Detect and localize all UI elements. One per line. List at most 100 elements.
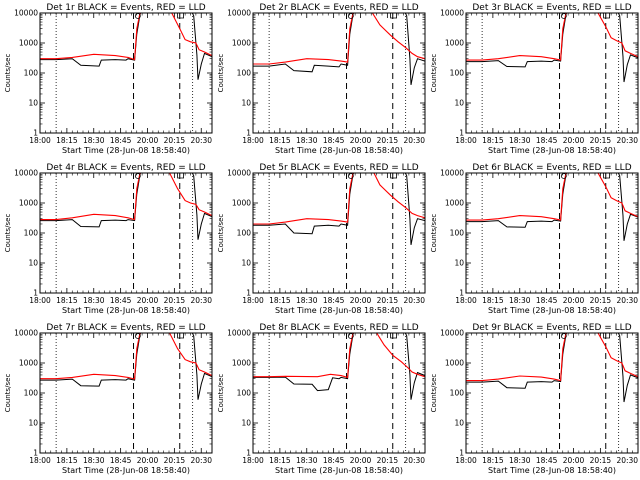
y-tick-label: 10 [454,259,464,268]
x-tick-label: 18:15 [269,456,291,465]
x-axis-label: Start Time (28-Jun-08 18:58:40) [275,466,403,475]
panel-det-9: Det 9r BLACK = Events, RED = LLD Counts/s… [430,323,639,475]
x-tick-label: 18:15 [482,136,504,145]
x-axis-label: Start Time (28-Jun-08 18:58:40) [62,306,190,315]
panel-frame [39,12,213,134]
panel-frame [39,332,213,454]
x-tick-label: 18:00 [29,456,51,465]
x-axis-label: Start Time (28-Jun-08 18:58:40) [62,146,190,155]
panel-det-8: Det 8r BLACK = Events, RED = LLD Counts/s… [217,323,426,475]
y-axis-label: Counts/sec [430,214,438,253]
y-tick-label: 1000 [19,39,38,48]
x-tick-label: 18:00 [455,456,477,465]
x-axis-label: Start Time (28-Jun-08 18:58:40) [488,306,616,315]
x-tick-label: 18:15 [482,296,504,305]
x-tick-label: 20:30 [616,296,638,305]
x-tick-label: 18:45 [110,296,132,305]
x-tick-label: 18:00 [29,136,51,145]
y-tick-label: 1 [33,449,38,458]
lld-line [253,333,425,379]
events-line [253,13,425,85]
y-axis-label: Counts/sec [217,54,225,93]
panel-frame [465,332,639,454]
x-tick-label: 20:00 [350,136,372,145]
y-axis-label: Counts/sec [4,214,12,253]
y-tick-label: 10000 [440,329,464,338]
x-tick-label: 18:45 [536,296,558,305]
y-axis-label: Counts/sec [430,374,438,413]
y-tick-label: 10000 [440,169,464,178]
y-tick-label: 1000 [19,359,38,368]
events-line [40,333,212,400]
x-tick-label: 20:15 [164,456,186,465]
panel-det-3: Det 3r BLACK = Events, RED = LLD Counts/s… [430,3,639,155]
y-tick-label: 100 [237,389,252,398]
x-tick-label: 18:00 [29,296,51,305]
x-tick-label: 20:00 [137,136,159,145]
x-tick-label: 20:15 [590,136,612,145]
y-tick-label: 1000 [445,359,464,368]
plot-area [466,13,638,83]
y-tick-label: 1000 [445,39,464,48]
y-tick-label: 10 [28,419,38,428]
events-line [253,173,425,245]
y-tick-label: 1 [246,289,251,298]
x-tick-label: 18:15 [269,136,291,145]
x-tick-label: 20:15 [590,296,612,305]
x-tick-label: 18:30 [83,296,105,305]
lld-line [40,173,212,221]
bracket-marker [603,13,610,19]
x-tick-label: 18:30 [509,296,531,305]
y-tick-label: 1000 [19,199,38,208]
y-axis-label: Counts/sec [217,374,225,413]
panel-det-5: Det 5r BLACK = Events, RED = LLD Counts/s… [217,163,426,315]
y-tick-label: 10 [241,259,251,268]
y-axis-label: Counts/sec [4,374,12,413]
lld-line [40,333,212,380]
x-tick-label: 20:30 [190,296,212,305]
y-tick-label: 100 [450,69,465,78]
events-line [466,173,638,241]
y-tick-label: 10000 [227,169,251,178]
y-tick-label: 1 [246,449,251,458]
x-tick-label: 20:30 [190,136,212,145]
y-tick-label: 10 [454,419,464,428]
x-tick-label: 18:30 [83,136,105,145]
y-tick-label: 1 [246,129,251,138]
plot-area [466,173,638,241]
y-tick-label: 10000 [14,9,38,18]
y-tick-label: 1 [33,289,38,298]
y-tick-label: 100 [24,229,39,238]
x-tick-label: 18:00 [455,296,477,305]
events-line [40,13,212,80]
x-tick-label: 18:30 [509,136,531,145]
y-tick-label: 100 [450,229,465,238]
y-tick-label: 10000 [227,9,251,18]
x-tick-label: 18:45 [323,456,345,465]
x-tick-label: 18:30 [83,456,105,465]
panel-det-7: Det 7r BLACK = Events, RED = LLD Counts/s… [4,323,213,475]
panel-det-6: Det 6r BLACK = Events, RED = LLD Counts/s… [430,163,639,315]
x-tick-label: 20:00 [563,136,585,145]
x-tick-label: 20:30 [403,136,425,145]
x-tick-label: 18:30 [296,296,318,305]
x-tick-label: 20:15 [377,456,399,465]
x-tick-label: 18:30 [296,456,318,465]
y-tick-label: 10 [28,259,38,268]
y-tick-label: 100 [237,69,252,78]
y-tick-label: 1 [459,289,464,298]
events-line [466,333,638,403]
x-tick-label: 18:30 [509,456,531,465]
y-tick-label: 10000 [14,169,38,178]
x-tick-label: 18:00 [455,136,477,145]
x-tick-label: 18:45 [323,296,345,305]
y-tick-label: 1 [459,129,464,138]
plot-area [40,333,212,400]
bracket-marker [603,333,610,339]
bracket-marker [177,333,184,339]
plot-area [253,333,425,400]
panel-frame [39,172,213,294]
y-axis-label: Counts/sec [430,54,438,93]
bracket-marker [390,333,397,339]
x-axis-label: Start Time (28-Jun-08 18:58:40) [488,146,616,155]
